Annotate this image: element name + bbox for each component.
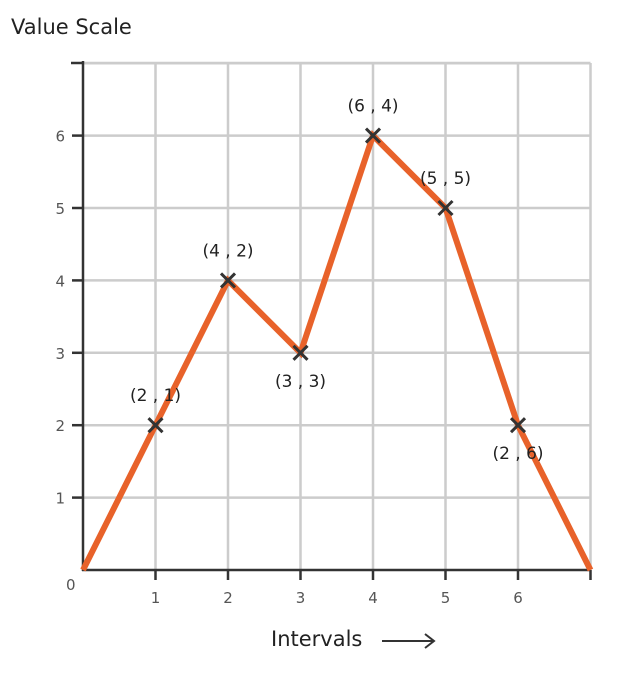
y-tick-label: 5 [55, 200, 65, 218]
data-point-marker [219, 272, 237, 289]
y-tick-label: 1 [55, 490, 65, 508]
data-point-marker [364, 127, 382, 144]
chart-title: Value Scale [11, 15, 132, 39]
series-line [80, 130, 594, 572]
data-point-label: (2 , 1) [130, 386, 181, 406]
data-point-marker [509, 417, 527, 434]
data-point-label: (2 , 6) [492, 444, 543, 464]
x-tick-label: 1 [151, 589, 161, 607]
data-point-label: (5 , 5) [420, 169, 471, 189]
series [80, 127, 594, 572]
marker-stroke [364, 127, 382, 144]
data-point-label: (6 , 4) [347, 97, 398, 117]
tick-labels: 1 2 3 4 5 6 1 2 3 4 5 6 0 [55, 128, 522, 607]
x-tick-label: 4 [368, 589, 378, 607]
data-point-marker [292, 344, 309, 361]
origin-label: 0 [66, 576, 76, 594]
marker-stroke [509, 417, 527, 434]
data-point-label: (4 , 2) [202, 241, 253, 261]
y-tick-label: 6 [55, 128, 65, 146]
point-labels: (2 , 1) (4 , 2) (3 , 3) (6 , 4) (5 , 5) (2 , … [130, 97, 544, 465]
axes [71, 61, 592, 580]
grid [83, 61, 592, 570]
x-tick-label: 6 [513, 589, 523, 607]
arrow-right-icon [382, 633, 436, 649]
x-tick-label: 3 [296, 589, 306, 607]
marker-stroke [219, 272, 237, 289]
x-axis-label: Intervals [271, 627, 362, 651]
y-tick-label: 4 [55, 272, 65, 290]
x-tick-label: 2 [223, 589, 233, 607]
y-tick-label: 2 [55, 417, 65, 435]
data-point-marker [437, 199, 454, 217]
data-point-marker [147, 417, 164, 434]
x-tick-label: 5 [441, 589, 451, 607]
marker-stroke [437, 199, 454, 217]
marker-stroke [147, 417, 164, 434]
data-point-label: (3 , 3) [275, 372, 326, 392]
y-tick-label: 3 [55, 345, 65, 363]
marker-stroke [292, 344, 309, 361]
